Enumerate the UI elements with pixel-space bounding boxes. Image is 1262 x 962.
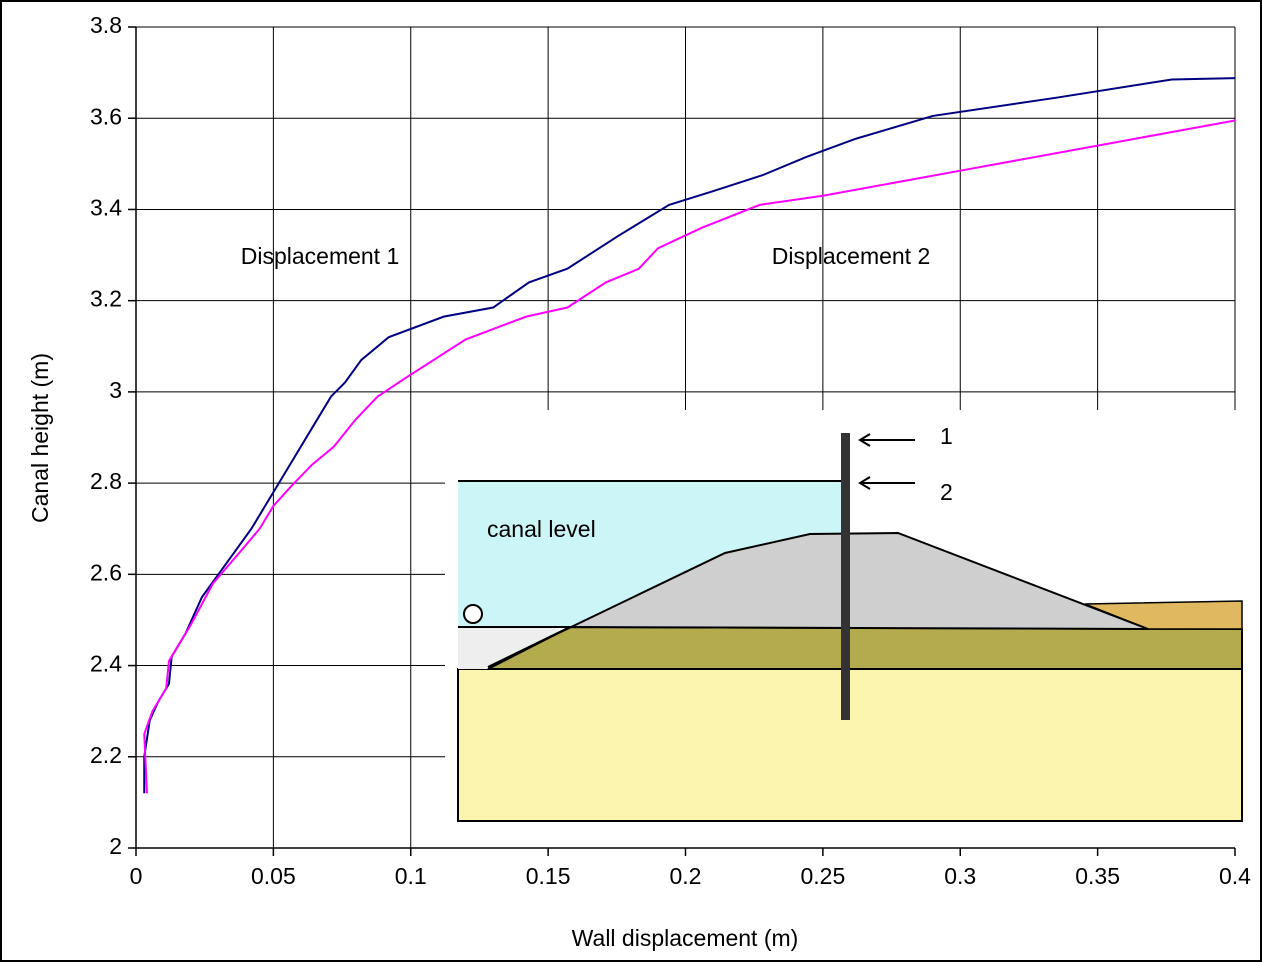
inset-label: 2 bbox=[940, 479, 953, 505]
x-tick-label: 0.3 bbox=[944, 863, 976, 889]
x-axis-label: Wall displacement (m) bbox=[572, 925, 799, 951]
y-tick-label: 2.4 bbox=[90, 651, 122, 677]
inset-diagram: canal level 1 2 bbox=[445, 410, 1243, 850]
arrow-head bbox=[858, 433, 871, 447]
clay-layer bbox=[487, 625, 1243, 670]
series-label: Displacement 2 bbox=[772, 243, 931, 269]
arrow-head bbox=[858, 476, 871, 490]
y-tick-label: 2 bbox=[109, 833, 122, 859]
series-label: Displacement 1 bbox=[241, 243, 400, 269]
series-line bbox=[143, 119, 1236, 794]
y-tick-label: 3.4 bbox=[90, 195, 122, 221]
y-tick-label: 2.2 bbox=[90, 742, 122, 768]
x-tick-label: 0.15 bbox=[526, 863, 571, 889]
y-tick-label: 3 bbox=[109, 377, 122, 403]
inset-label: canal level bbox=[487, 516, 596, 542]
y-tick-label: 3.8 bbox=[90, 12, 122, 38]
x-tick-label: 0.35 bbox=[1075, 863, 1120, 889]
x-tick-label: 0.05 bbox=[251, 863, 296, 889]
marker bbox=[463, 604, 483, 624]
y-tick-label: 3.6 bbox=[90, 103, 122, 129]
y-tick-label: 3.2 bbox=[90, 286, 122, 312]
y-axis-label: Canal height (m) bbox=[27, 353, 53, 523]
x-tick-label: 0 bbox=[130, 863, 143, 889]
x-tick-label: 0.25 bbox=[800, 863, 845, 889]
inset-label: 1 bbox=[940, 423, 953, 449]
x-tick-label: 0.1 bbox=[395, 863, 427, 889]
y-tick-label: 2.8 bbox=[90, 468, 122, 494]
sheet-wall bbox=[841, 433, 850, 720]
x-tick-label: 0.4 bbox=[1219, 863, 1251, 889]
x-tick-label: 0.2 bbox=[670, 863, 702, 889]
y-tick-label: 2.6 bbox=[90, 559, 122, 585]
